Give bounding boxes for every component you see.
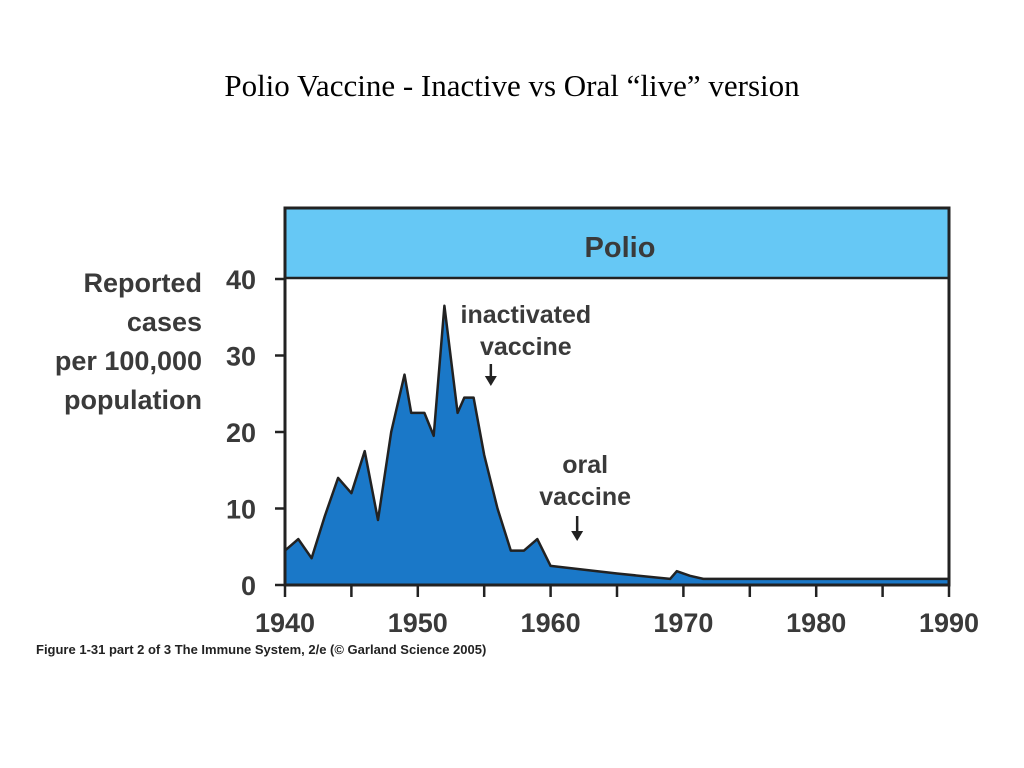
x-tick-label: 1960 xyxy=(521,608,581,638)
chart-header-band xyxy=(285,208,949,278)
figure-caption: Figure 1-31 part 2 of 3 The Immune Syste… xyxy=(36,642,487,657)
y-tick-label: 0 xyxy=(241,571,256,601)
y-tick-label: 30 xyxy=(226,342,256,372)
y-tick-label: 10 xyxy=(226,495,256,525)
x-tick-label: 1990 xyxy=(919,608,979,638)
down-arrow-icon xyxy=(571,531,584,541)
y-axis-label-line: population xyxy=(64,385,202,415)
y-axis-label-line: cases xyxy=(126,307,202,337)
y-tick-label: 40 xyxy=(226,265,256,295)
axis-ticks: 1940 1950 1960 1970 1980 1990 0 10 20 30 40 xyxy=(226,265,979,638)
y-axis-label-line: Reported xyxy=(83,268,202,298)
chart-title: Polio xyxy=(585,232,656,264)
annotations: inactivated vaccine oral vaccine xyxy=(461,301,631,541)
y-axis-label-line: per 100,000 xyxy=(54,346,202,376)
annotation-label: inactivated xyxy=(461,301,592,329)
annotation-label: vaccine xyxy=(480,333,572,361)
x-tick-label: 1950 xyxy=(388,608,448,638)
annotation-label: oral xyxy=(562,451,608,479)
x-tick-label: 1980 xyxy=(786,608,846,638)
y-tick-label: 20 xyxy=(226,418,256,448)
slide-title: Polio Vaccine - Inactive vs Oral “live” … xyxy=(224,68,800,103)
x-tick-label: 1940 xyxy=(255,608,315,638)
x-tick-label: 1970 xyxy=(653,608,713,638)
data-area xyxy=(283,304,951,587)
down-arrow-icon xyxy=(484,376,497,386)
y-axis-label: Reported cases per 100,000 population xyxy=(30,264,202,420)
annotation-label: vaccine xyxy=(539,483,631,511)
